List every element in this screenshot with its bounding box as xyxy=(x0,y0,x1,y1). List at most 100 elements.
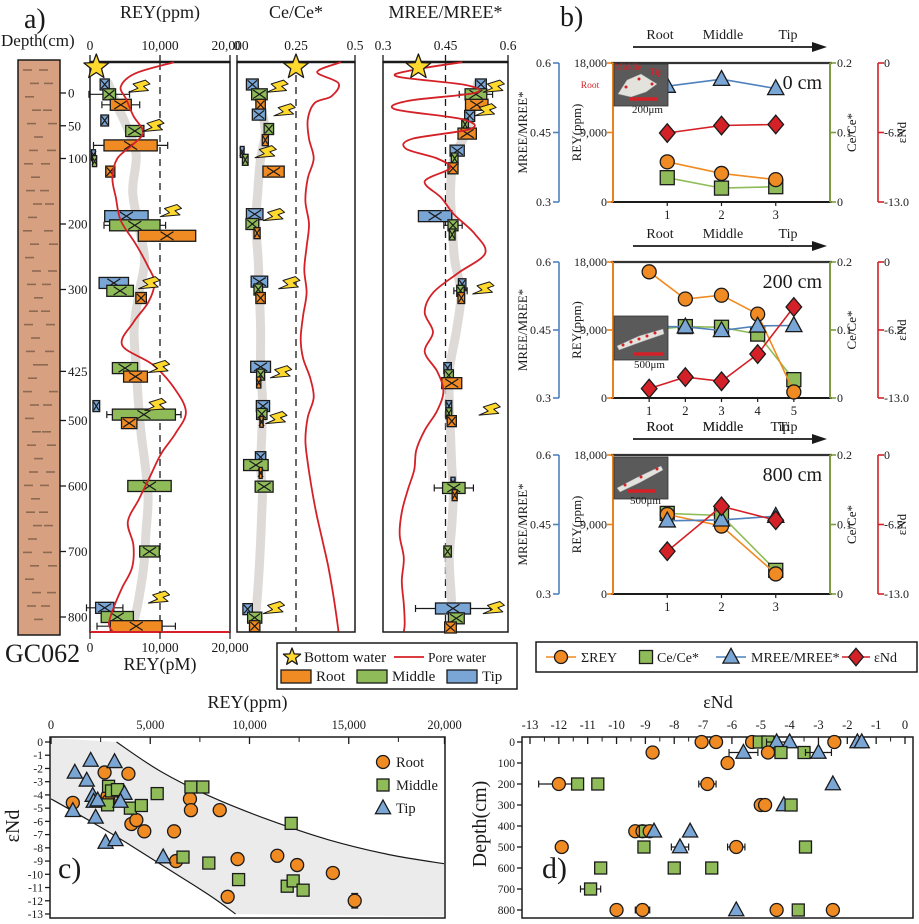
ce-marker xyxy=(713,180,730,196)
x-tick-label: 0 xyxy=(48,718,54,732)
x-tick-label: 3 xyxy=(773,208,779,222)
depth-tick-label: 200 xyxy=(68,217,88,232)
lightning-arrow-icon xyxy=(147,359,171,374)
legend-bottom-water-label: Bottom water xyxy=(304,650,386,666)
panel-a: 0 50 100 200 300 425 500 600 700 800 xyxy=(17,59,88,636)
legend-rey-label: ΣREY xyxy=(581,651,617,666)
lightning-arrow-icon xyxy=(142,118,165,133)
x-tick-label: -8 xyxy=(669,718,679,732)
box-x-marker xyxy=(257,409,267,419)
depth-label: 200 cm xyxy=(763,271,823,293)
rey-axis-title: REY(ppm) xyxy=(569,301,584,359)
box-x-marker xyxy=(256,100,265,110)
y-tick-label: -6 xyxy=(33,816,43,828)
axis-tick-label: 0.1 xyxy=(837,126,852,140)
rey-ppm-title: REY(ppm) xyxy=(120,2,200,22)
root-point xyxy=(230,851,245,867)
y-tick-label: 400 xyxy=(498,821,516,833)
box-x-marker xyxy=(100,79,109,90)
laser-spot xyxy=(624,85,628,89)
legend-nd-label: εNd xyxy=(874,651,897,666)
nd-marker xyxy=(712,370,731,392)
rey-marker xyxy=(641,264,657,280)
y-tick-label: 700 xyxy=(498,884,516,896)
band-upper-curve xyxy=(116,741,445,865)
panel-d-label: d) xyxy=(542,852,567,885)
box-x-marker xyxy=(91,156,98,166)
box-x-marker xyxy=(128,371,143,382)
box-x-marker xyxy=(101,115,109,126)
axis-tick-label: -6.5 xyxy=(884,126,903,140)
y-tick-label: -1 xyxy=(33,750,43,762)
box-x-marker xyxy=(242,155,249,165)
axis-tick-label: 18,000 xyxy=(574,448,607,462)
box-x-marker xyxy=(257,481,271,492)
arrow-label: Tip xyxy=(779,227,798,242)
depth-tick-label: 800 xyxy=(68,610,88,625)
conodont-tooth-shape xyxy=(616,328,665,351)
axis-tick-label: 0 xyxy=(837,195,843,209)
middle-point xyxy=(594,861,608,875)
box-x-marker xyxy=(428,211,442,221)
arrow-label: Tip xyxy=(779,28,798,43)
y-tick-label: 0 xyxy=(509,737,515,749)
lightning-arrow-icon xyxy=(159,204,183,218)
root-point xyxy=(270,848,285,863)
nd-axis-title: εNd xyxy=(894,319,909,341)
panel-c-title: REY(ppm) xyxy=(207,692,288,712)
arrow-label: Middle xyxy=(703,28,743,43)
rey-marker xyxy=(768,171,784,188)
tip-point xyxy=(89,790,107,807)
box-x-marker xyxy=(451,153,458,164)
lightning-arrow-icon xyxy=(144,397,167,412)
lightning-arrow-icon xyxy=(472,281,495,295)
box-x-marker xyxy=(243,604,252,614)
lightning-arrow-icon xyxy=(278,276,301,290)
mree-axis-title: MREE/MREE* xyxy=(515,91,530,173)
x-tick-label: 5,000 xyxy=(136,718,164,732)
middle-point xyxy=(176,850,190,864)
axis-tick-label: 9,000 xyxy=(580,126,607,140)
lightning-arrow-icon xyxy=(262,207,286,222)
middle-point xyxy=(784,798,798,812)
panel-b-plot-b_800cm: 0.6 0.45 0.3 18,000 9,000 0 0.2 0.1 0 0 -6.5 -13.0 M… xyxy=(515,420,909,614)
lightning-arrow-icon xyxy=(147,590,171,604)
x-tick-label: -5 xyxy=(756,718,766,732)
y-tick-label: 600 xyxy=(498,863,516,875)
legend-nd-marker xyxy=(847,647,865,667)
panel-c-ylabel: εNd xyxy=(2,809,24,843)
nd-marker xyxy=(749,343,767,365)
ce-axis-title: Ce/Ce* xyxy=(844,505,859,544)
axis-tick-label: 20,000 xyxy=(211,38,248,53)
panel-b-legend: ΣREY Ce/Ce* MREE/MREE* εNd xyxy=(535,641,918,673)
axis-tick-label: 0.2 xyxy=(837,448,852,462)
axis-tick-label: 9,000 xyxy=(580,518,607,532)
box-x-marker xyxy=(250,621,260,631)
root-point xyxy=(827,734,842,750)
panel-d-ylabel: Depth(cm) xyxy=(469,780,491,868)
box-x-marker xyxy=(256,293,265,303)
x-tick-label: -9 xyxy=(640,718,650,732)
lightning-arrow-icon xyxy=(474,103,497,117)
root-point xyxy=(97,765,112,780)
axis-tick-label: 0 xyxy=(87,640,94,655)
legend-bottom-water-star xyxy=(282,647,302,665)
lightning-arrow-icon xyxy=(273,103,296,117)
box-x-marker xyxy=(110,612,125,622)
depth-tick-label: 500 xyxy=(68,413,88,428)
box-x-marker xyxy=(127,220,142,231)
axis-tick-label: 0.6 xyxy=(536,56,551,70)
axis-tick-label: 0.3 xyxy=(536,195,551,209)
axis-tick-label: 0 xyxy=(601,587,607,601)
root-point xyxy=(554,839,569,855)
legend-tip-label: Tip xyxy=(482,669,502,685)
root-point xyxy=(645,745,660,760)
scale-bar-label: 500μm xyxy=(630,495,661,507)
axis-tick-label: 0.45 xyxy=(530,518,551,532)
y-tick-label: -13 xyxy=(28,909,44,921)
tip-point xyxy=(87,807,105,824)
axis-tick-label: 0.3 xyxy=(536,391,551,405)
